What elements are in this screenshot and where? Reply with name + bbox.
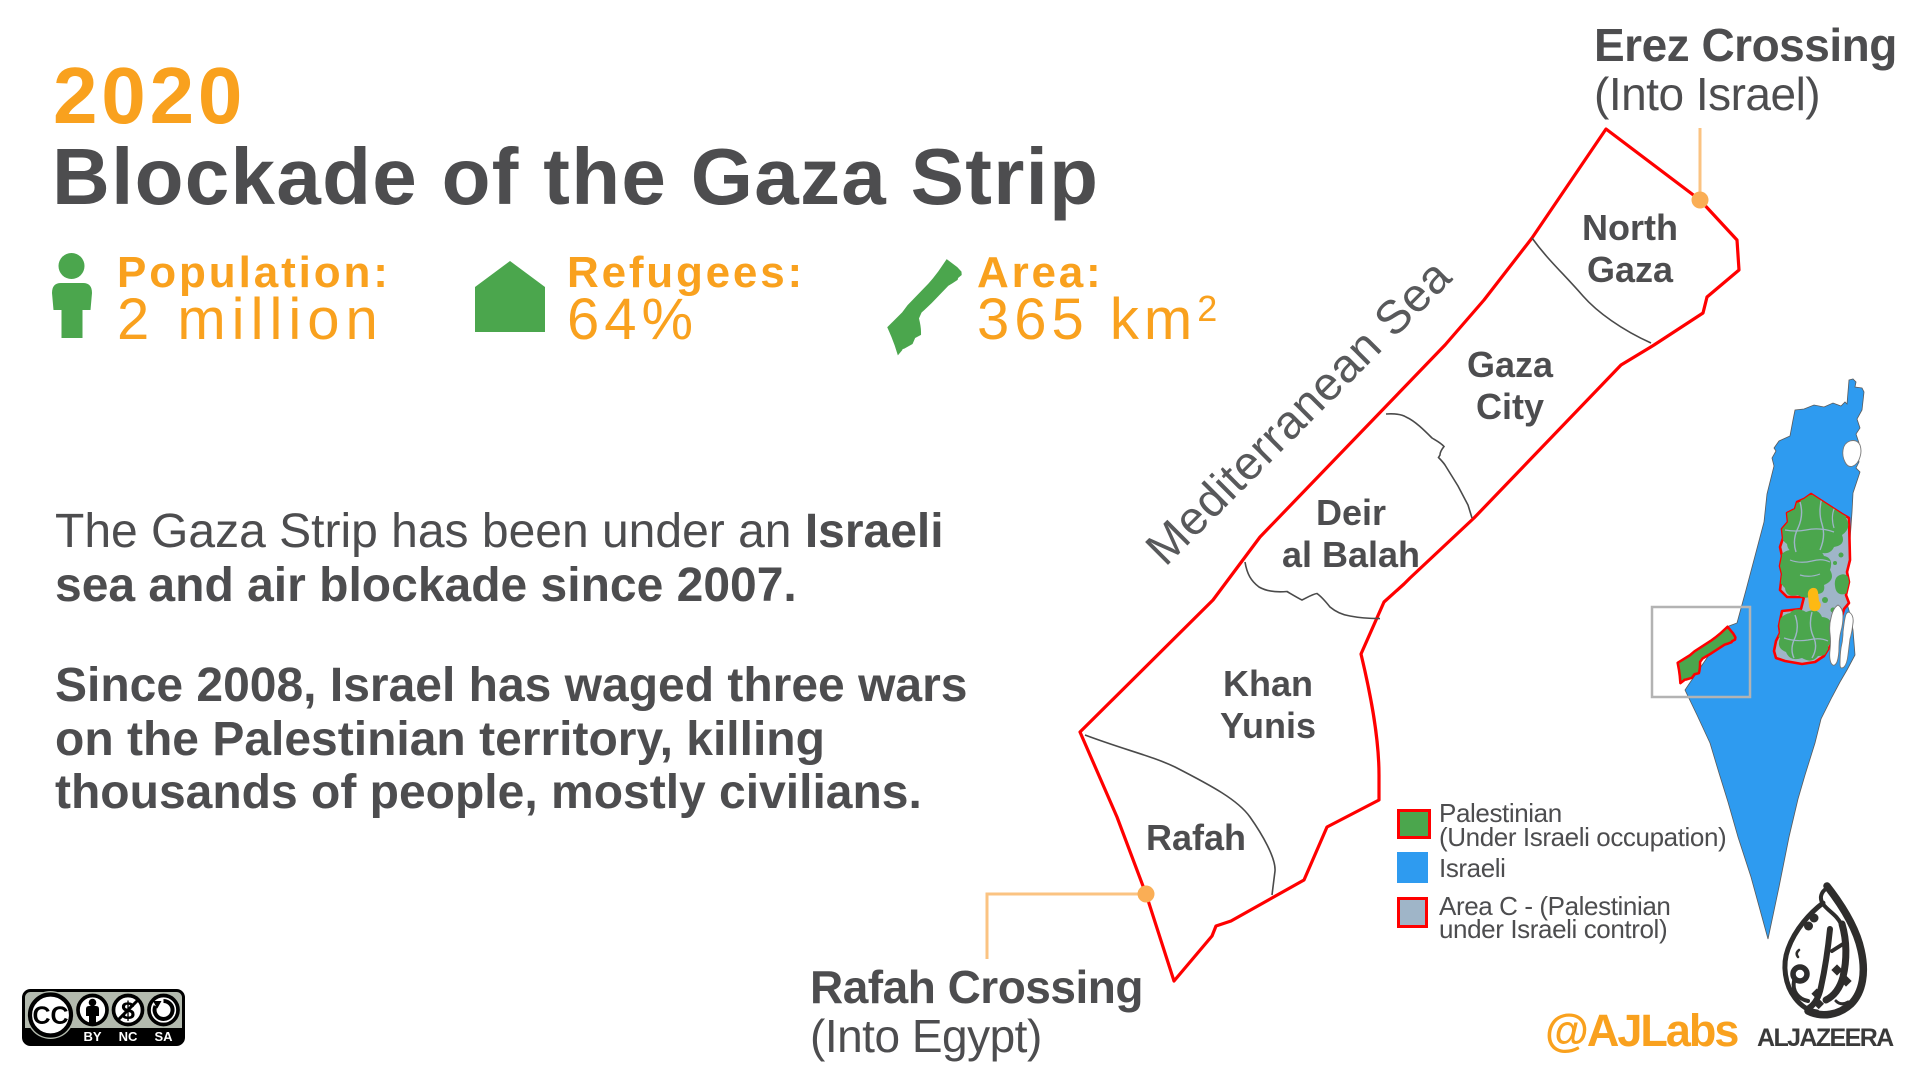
- svg-text:SA: SA: [154, 1029, 173, 1044]
- svg-text:BY: BY: [83, 1029, 101, 1044]
- svg-text:CC: CC: [32, 1002, 68, 1030]
- svg-text:NC: NC: [119, 1029, 138, 1044]
